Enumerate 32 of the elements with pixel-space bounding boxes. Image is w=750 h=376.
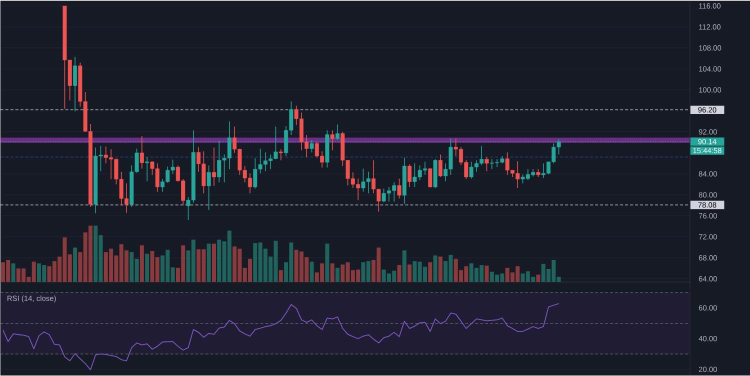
bar	[402, 250, 406, 282]
candlestick	[206, 165, 211, 211]
candlestick	[428, 168, 432, 188]
bar	[278, 270, 283, 282]
bar	[397, 265, 402, 282]
candlestick	[397, 178, 402, 200]
bar	[336, 268, 340, 282]
bar	[433, 256, 438, 282]
candlestick	[73, 56, 78, 112]
candlestick	[408, 164, 412, 188]
candlestick	[212, 147, 216, 186]
candlestick	[145, 156, 150, 182]
candlestick	[336, 124, 340, 140]
bar	[206, 244, 211, 282]
bar	[140, 245, 144, 282]
bar	[212, 244, 216, 282]
candlestick	[278, 148, 283, 161]
bar	[73, 248, 78, 282]
bar	[408, 264, 412, 282]
candlestick	[140, 136, 144, 170]
bar	[330, 263, 334, 282]
bar	[428, 262, 432, 282]
bar	[325, 244, 330, 282]
candlestick	[438, 154, 442, 178]
bar	[438, 256, 442, 282]
bar	[484, 266, 489, 282]
bar	[536, 274, 540, 282]
bar	[145, 254, 150, 282]
bar	[11, 263, 16, 282]
candlestick	[330, 130, 334, 151]
bar	[310, 262, 314, 282]
candlestick	[484, 156, 489, 172]
